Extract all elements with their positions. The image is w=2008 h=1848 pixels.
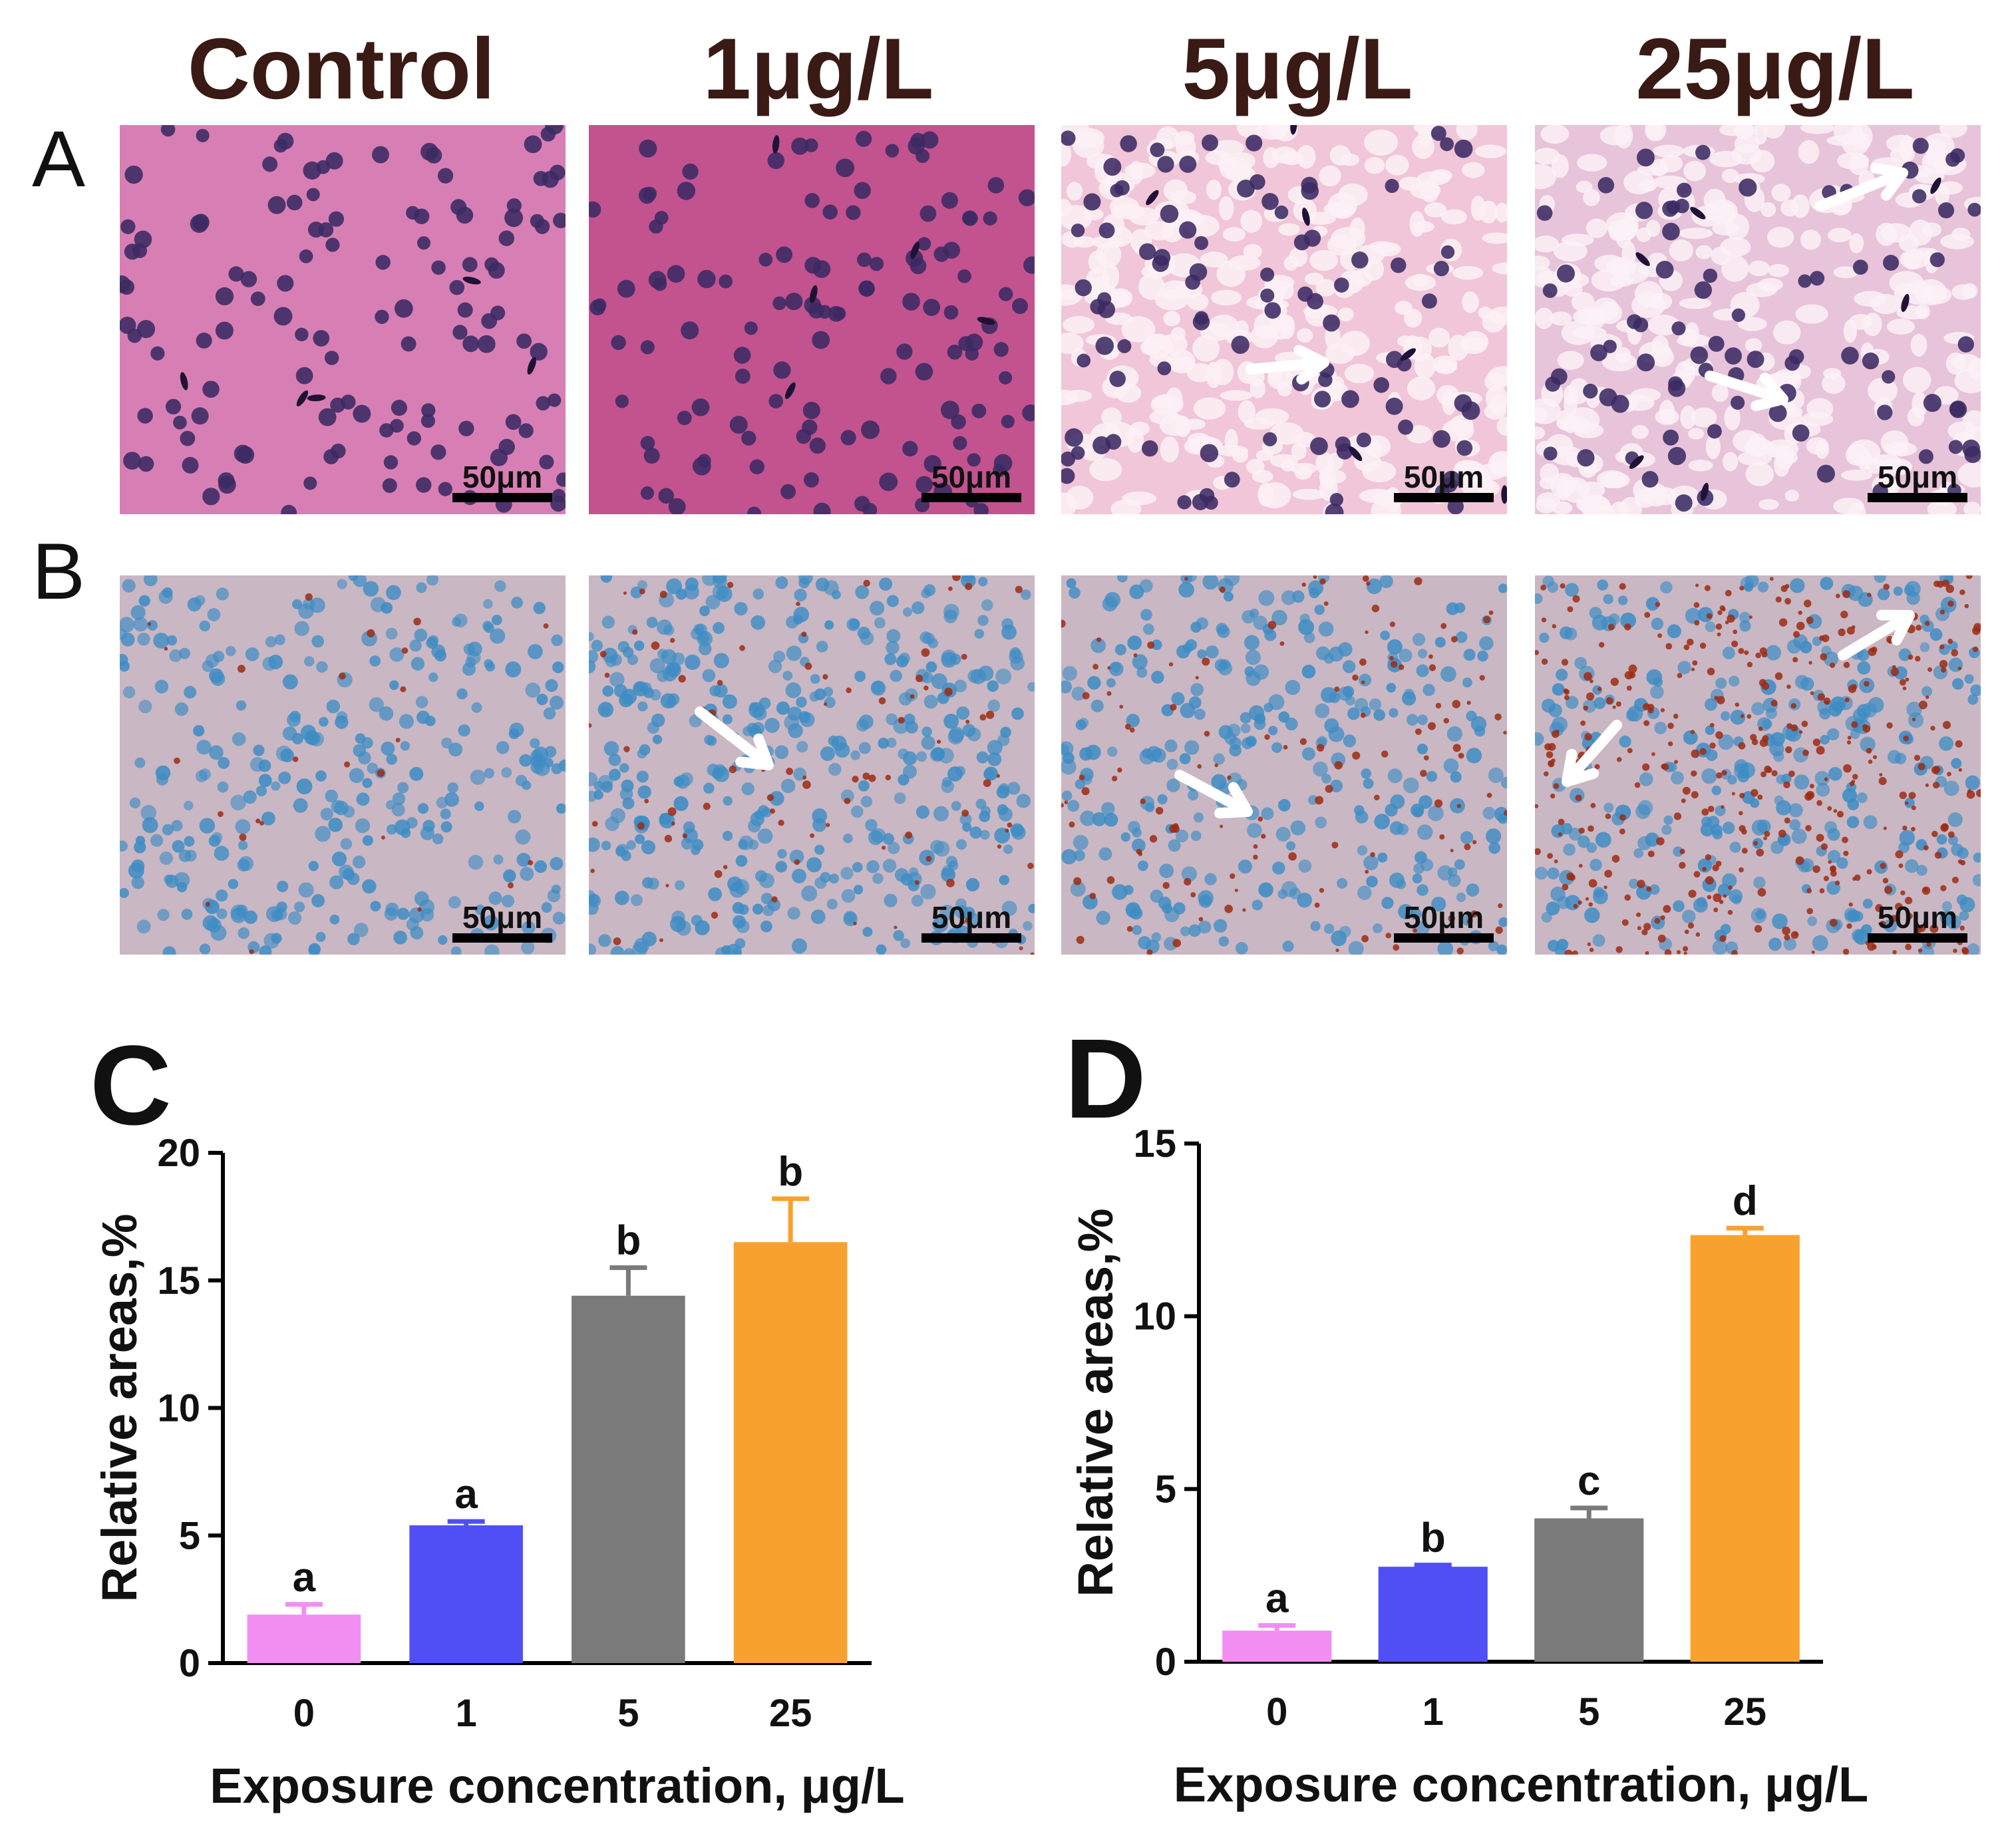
chart-d-y-label: Relative areas,%: [1068, 1208, 1123, 1597]
chart-d-bar-1: [1378, 1567, 1488, 1662]
chart-c-sig-letter-25: b: [778, 1149, 803, 1195]
micrograph-a-control-scale-bar: [452, 493, 552, 502]
micrograph-b-25ug-l-scale-bar: [1868, 933, 1967, 943]
micrograph-b-25ug-l: 50μm: [1535, 575, 1981, 955]
micrograph-b-control-scale-bar: [452, 933, 552, 943]
micrograph-b-1ug-l: 50μm: [589, 575, 1035, 955]
chart-c-bar-5: [572, 1295, 685, 1663]
micrograph-b-control-scale-label: 50μm: [462, 900, 542, 935]
micrograph-a-5ug-l: 50μm: [1061, 125, 1507, 514]
chart-c-xtick-label-1: 1: [455, 1692, 476, 1735]
micrograph-a-25ug-l: 50μm: [1535, 125, 1981, 514]
micrograph-a-5ug-l-scale-bar: [1394, 493, 1494, 502]
micrograph-b-25ug-l-arrow-1: [1838, 609, 1915, 661]
chart-c-x-label: Exposure concentration, μg/L: [210, 1758, 904, 1813]
chart-d-sig-letter-5: c: [1578, 1458, 1600, 1504]
chart-c-sig-letter-1: a: [454, 1471, 478, 1517]
chart-d-xtick-label-25: 25: [1723, 1690, 1766, 1734]
chart-c-ytick-label-15: 15: [157, 1259, 200, 1303]
micrograph-b-1ug-l-arrow-1: [695, 706, 774, 770]
micrograph-b-5ug-l: 50μm: [1061, 575, 1507, 955]
micrograph-a-25ug-l-scale-bar: [1868, 493, 1967, 502]
chart-d-ytick-label-5: 5: [1155, 1467, 1176, 1511]
micrograph-a-5ug-l-scale-label: 50μm: [1404, 460, 1484, 494]
column-heading-25ug: 25μg/L: [1635, 20, 1914, 117]
chart-c-y-label: Relative areas,%: [92, 1213, 147, 1602]
column-heading-control: Control: [188, 20, 495, 117]
chart-c-sig-letter-5: b: [615, 1218, 641, 1264]
chart-d-xtick-label-0: 0: [1266, 1690, 1287, 1734]
micrograph-b-5ug-l-arrow-1: [1174, 770, 1253, 819]
micrograph-b-1ug-l-scale-label: 50μm: [931, 900, 1011, 935]
column-heading-5ug: 5μg/L: [1182, 20, 1413, 117]
micrograph-b-25ug-l-arrow-2: [1562, 720, 1622, 787]
chart-d-bar-5: [1534, 1518, 1644, 1662]
chart-d-sig-letter-0: a: [1265, 1575, 1289, 1621]
micrograph-grid: 50μm 50μm 50μm 50μm 50μm 50μm 50μm 50μm: [120, 125, 1981, 955]
chart-c-bar-0: [247, 1615, 361, 1663]
micrograph-a-control-scale-label: 50μm: [462, 460, 542, 494]
chart-c-bar-1: [409, 1525, 523, 1663]
panel-letter-d: D: [1065, 1016, 1146, 1142]
chart-d-sig-letter-25: d: [1733, 1178, 1758, 1224]
chart-c-bar-25: [733, 1242, 848, 1663]
chart-d-ytick-label-0: 0: [1155, 1640, 1176, 1684]
micrograph-a-25ug-l-arrow-2: [1705, 371, 1788, 412]
micrograph-b-5ug-l-scale-label: 50μm: [1404, 900, 1484, 935]
chart-c-ytick-label-0: 0: [179, 1642, 200, 1685]
chart-d-xtick-label-5: 5: [1578, 1690, 1599, 1734]
chart-d-bar-25: [1690, 1235, 1800, 1662]
chart-c-ytick-label-20: 20: [157, 1132, 200, 1175]
chart-c-ytick-label-5: 5: [179, 1514, 200, 1557]
micrograph-a-25ug-l-scale-label: 50μm: [1878, 460, 1957, 494]
micrograph-a-1ug-l: 50μm: [589, 125, 1035, 514]
micrograph-a-control: 50μm: [120, 125, 566, 514]
micrograph-b-25ug-l-scale-label: 50μm: [1878, 900, 1957, 935]
micrograph-a-1ug-l-scale-bar: [921, 493, 1021, 502]
micrograph-a-5ug-l-arrow-1: [1246, 345, 1329, 385]
micrograph-b-1ug-l-scale-bar: [921, 933, 1021, 943]
chart-c-xtick-label-25: 25: [769, 1692, 812, 1735]
chart-d-ytick-label-15: 15: [1133, 1122, 1176, 1165]
row-label-b: B: [32, 527, 85, 616]
column-heading-1ug: 1μg/L: [703, 20, 934, 117]
chart-d-ytick-label-10: 10: [1133, 1295, 1176, 1338]
chart-c-xtick-label-5: 5: [617, 1692, 639, 1735]
chart-d-sig-letter-1: b: [1421, 1515, 1446, 1561]
micrograph-b-control: 50μm: [120, 575, 566, 955]
micrograph-a-1ug-l-scale-label: 50μm: [931, 460, 1011, 494]
panel-letter-c: C: [90, 1022, 172, 1149]
chart-d-x-label: Exposure concentration, μg/L: [1174, 1757, 1868, 1812]
chart-c-ytick-label-10: 10: [157, 1387, 200, 1430]
row-label-a: A: [32, 114, 85, 204]
micrograph-b-5ug-l-scale-bar: [1394, 933, 1494, 943]
micrograph-a-25ug-l-arrow-1: [1814, 162, 1908, 212]
chart-d-bar-0: [1222, 1630, 1332, 1662]
chart-c-sig-letter-0: a: [293, 1555, 316, 1601]
chart-c-xtick-label-0: 0: [293, 1692, 315, 1735]
chart-d-xtick-label-1: 1: [1422, 1690, 1444, 1734]
